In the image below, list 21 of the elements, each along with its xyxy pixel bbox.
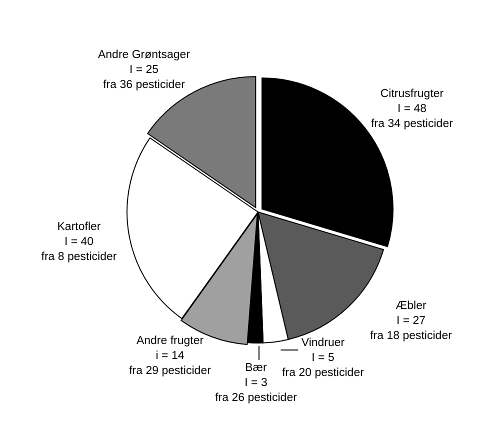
- slice-label: Æbler: [396, 300, 427, 312]
- text: fra 36 pesticider: [103, 79, 186, 91]
- data-label: i = 14: [156, 350, 185, 362]
- data-label: I = 40: [64, 236, 94, 248]
- slice-label: Andre frugter: [136, 335, 204, 347]
- slice-label: Bær: [245, 362, 268, 374]
- text: fra 8 pesticider: [41, 251, 117, 263]
- slice-label: Kartofler: [57, 221, 101, 233]
- text: fra 29 pesticider: [129, 365, 212, 377]
- data-label: I = 48: [397, 103, 427, 115]
- text: fra 20 pesticider: [282, 367, 364, 379]
- data-label: I = 27: [396, 315, 426, 327]
- slice-label: Vindruer: [301, 337, 345, 349]
- data-label: I = 5: [312, 352, 334, 364]
- slice-label: Citrusfrugter: [380, 88, 444, 100]
- text: fra 18 pesticider: [370, 330, 452, 342]
- text: fra 26 pesticider: [215, 392, 298, 404]
- data-label: I = 3: [244, 377, 268, 389]
- data-label: I = 25: [129, 64, 159, 76]
- slice-label: Andre Grøntsager: [98, 49, 190, 61]
- text: fra 34 pesticider: [371, 118, 454, 130]
